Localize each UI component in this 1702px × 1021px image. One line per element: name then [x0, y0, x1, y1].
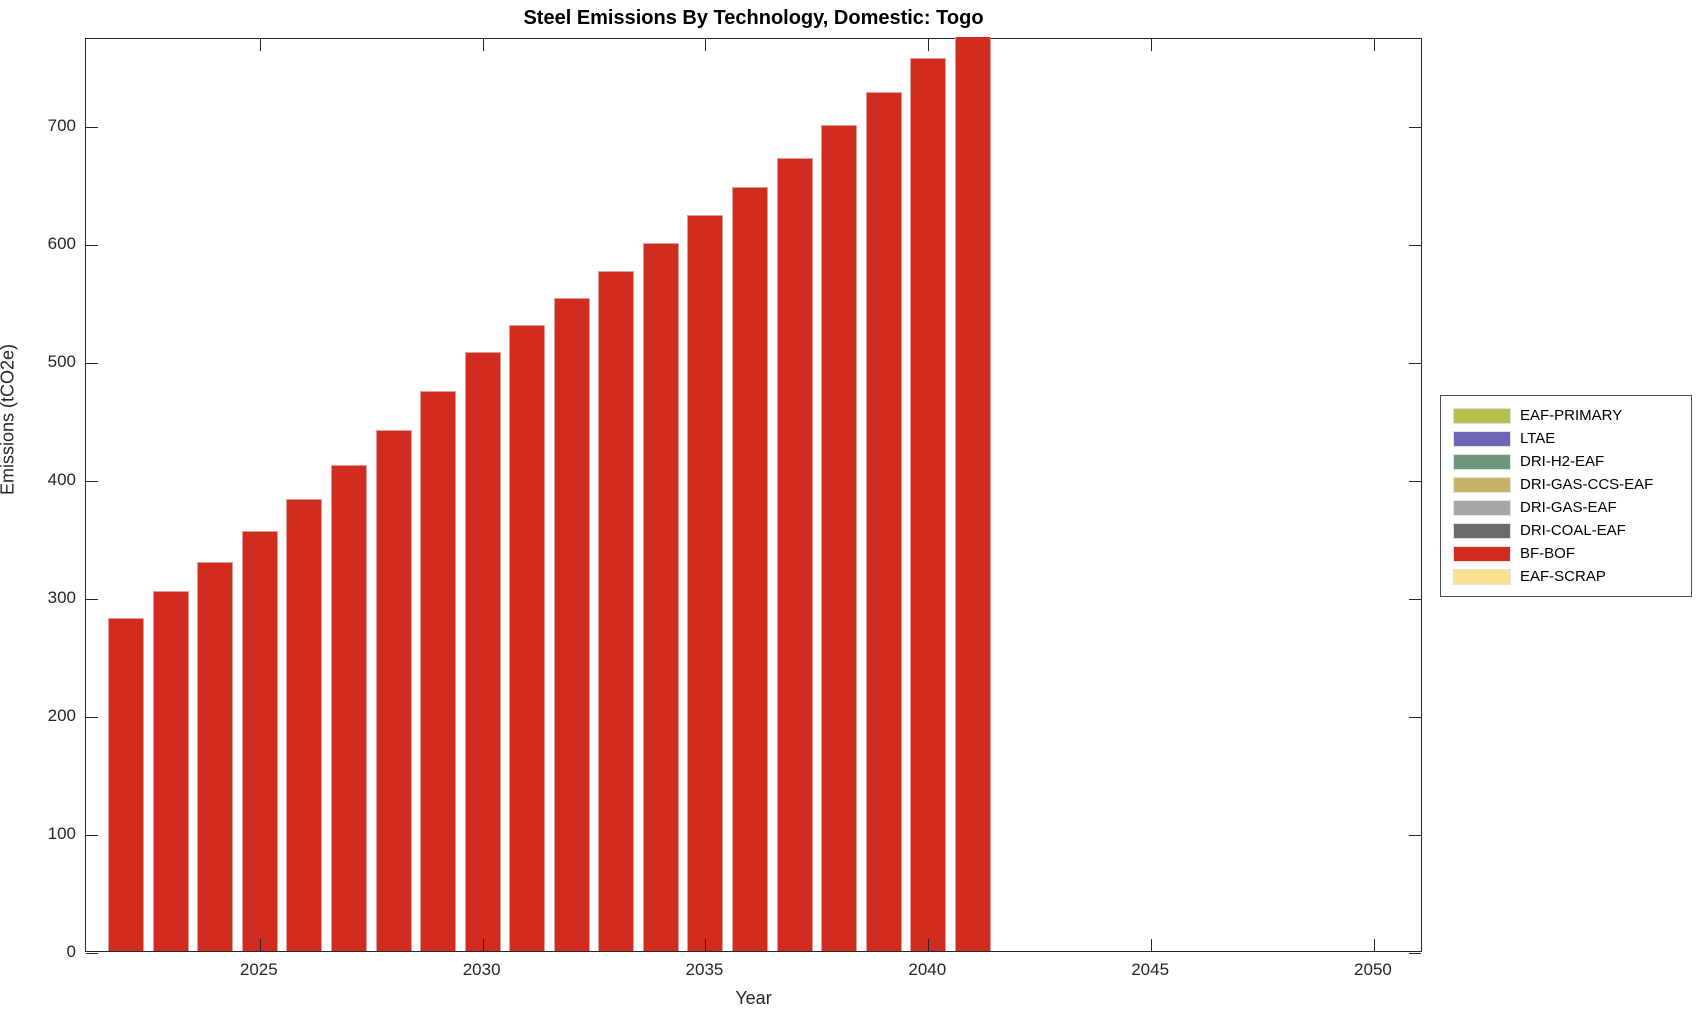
bar-bf-bof-2030 — [464, 351, 501, 951]
y-tick-right-400 — [1409, 481, 1421, 483]
legend-label: DRI-GAS-CCS-EAF — [1520, 476, 1654, 493]
legend-item-eaf-primary: EAF-PRIMARY — [1453, 404, 1681, 427]
y-tick-300 — [86, 599, 98, 601]
x-tick-top-2040 — [928, 39, 930, 51]
bar-bf-bof-2037 — [776, 158, 813, 951]
legend-label: DRI-H2-EAF — [1520, 453, 1605, 470]
legend-label: DRI-GAS-EAF — [1520, 499, 1617, 516]
bar-bf-bof-2022 — [108, 618, 145, 951]
legend-swatch-eaf-primary — [1453, 407, 1511, 424]
y-axis-label: Emissions (tCO2e) — [0, 343, 18, 495]
x-tick-label-2025: 2025 — [239, 960, 278, 979]
y-tick-right-200 — [1409, 717, 1421, 719]
y-tick-right-600 — [1409, 245, 1421, 247]
y-tick-700 — [86, 127, 98, 129]
legend-item-eaf-scrap: EAF-SCRAP — [1453, 565, 1681, 588]
x-tick-2030 — [482, 939, 484, 951]
y-tick-0 — [86, 953, 98, 954]
y-tick-right-300 — [1409, 599, 1421, 601]
y-tick-right-0 — [1409, 953, 1421, 954]
legend-label: EAF-SCRAP — [1520, 568, 1606, 585]
x-axis-label: Year — [735, 988, 772, 1008]
x-tick-label-2050: 2050 — [1354, 960, 1392, 979]
legend-item-dri-h2-eaf: DRI-H2-EAF — [1453, 450, 1681, 473]
y-tick-500 — [86, 363, 98, 365]
x-tick-2045 — [1151, 939, 1153, 951]
chart-title: Steel Emissions By Technology, Domestic:… — [523, 7, 984, 29]
legend-item-dri-gas-eaf: DRI-GAS-EAF — [1453, 496, 1681, 519]
y-tick-400 — [86, 481, 98, 483]
bar-bf-bof-2041 — [954, 37, 991, 951]
y-tick-right-100 — [1409, 835, 1421, 837]
legend-swatch-dri-coal-eaf — [1453, 522, 1511, 539]
bar-bf-bof-2027 — [330, 465, 367, 951]
bar-bf-bof-2040 — [910, 58, 947, 951]
bar-bf-bof-2026 — [286, 499, 323, 951]
bar-bf-bof-2039 — [865, 92, 902, 951]
bar-bf-bof-2023 — [152, 591, 189, 951]
bar-bf-bof-2034 — [642, 243, 679, 951]
x-tick-2050 — [1373, 939, 1375, 951]
legend-item-dri-gas-ccs-eaf: DRI-GAS-CCS-EAF — [1453, 473, 1681, 496]
x-tick-top-2050 — [1373, 39, 1375, 51]
x-tick-label-2045: 2045 — [1131, 960, 1170, 979]
y-tick-label-0: 0 — [66, 942, 76, 961]
legend-label: BF-BOF — [1520, 545, 1575, 562]
x-tick-2040 — [928, 939, 930, 951]
legend: EAF-PRIMARY LTAE DRI-H2-EAF DRI-GAS-CCS-EAF… — [1440, 395, 1692, 597]
legend-item-bf-bof: BF-BOF — [1453, 542, 1681, 565]
y-tick-100 — [86, 835, 98, 837]
bar-bf-bof-2036 — [732, 186, 769, 951]
legend-label: LTAE — [1520, 430, 1556, 447]
y-tick-200 — [86, 717, 98, 719]
y-tick-label-700: 700 — [47, 116, 76, 136]
x-tick-top-2025 — [259, 39, 261, 51]
y-tick-label-400: 400 — [47, 470, 76, 490]
y-tick-label-100: 100 — [47, 824, 76, 844]
x-tick-label-2035: 2035 — [685, 960, 724, 979]
x-tick-2035 — [705, 939, 707, 951]
x-tick-label-2030: 2030 — [462, 960, 501, 979]
bar-bf-bof-2035 — [687, 215, 724, 951]
legend-swatch-ltae — [1453, 430, 1511, 447]
y-tick-600 — [86, 245, 98, 247]
legend-swatch-dri-h2-eaf — [1453, 453, 1511, 470]
legend-swatch-dri-gas-eaf — [1453, 499, 1511, 516]
y-tick-label-200: 200 — [47, 706, 76, 726]
legend-label: DRI-COAL-EAF — [1520, 522, 1626, 539]
legend-swatch-dri-gas-ccs-eaf — [1453, 476, 1511, 493]
y-tick-right-700 — [1409, 127, 1421, 129]
y-tick-label-600: 600 — [47, 234, 76, 254]
x-tick-top-2030 — [482, 39, 484, 51]
bar-bf-bof-2031 — [509, 324, 546, 951]
plot-area — [85, 37, 1422, 954]
bar-bf-bof-2028 — [375, 429, 412, 951]
legend-item-ltae: LTAE — [1453, 427, 1681, 450]
y-tick-label-500: 500 — [47, 352, 76, 372]
bar-bf-bof-2024 — [197, 561, 234, 951]
legend-swatch-bf-bof — [1453, 545, 1511, 562]
legend-swatch-eaf-scrap — [1453, 568, 1511, 585]
bar-bf-bof-2033 — [598, 270, 635, 951]
x-tick-2025 — [259, 939, 261, 951]
x-tick-label-2040: 2040 — [908, 960, 947, 979]
y-tick-label-300: 300 — [47, 588, 76, 608]
bar-bf-bof-2025 — [241, 531, 278, 951]
legend-item-dri-coal-eaf: DRI-COAL-EAF — [1453, 519, 1681, 542]
x-tick-top-2035 — [705, 39, 707, 51]
legend-label: EAF-PRIMARY — [1520, 407, 1623, 424]
bar-bf-bof-2032 — [553, 297, 590, 951]
bar-bf-bof-2029 — [420, 390, 457, 951]
x-tick-top-2045 — [1151, 39, 1153, 51]
bar-bf-bof-2038 — [821, 125, 858, 951]
y-tick-right-500 — [1409, 363, 1421, 365]
